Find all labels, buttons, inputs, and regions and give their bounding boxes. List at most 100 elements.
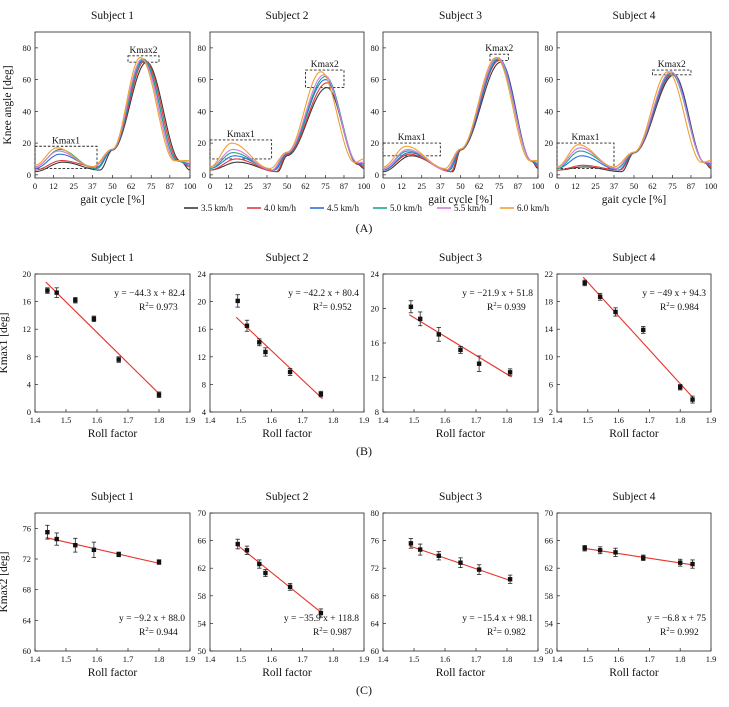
r-squared-exponent: 2: [493, 626, 496, 633]
y-tick-label: 60: [23, 75, 32, 85]
y-tick-label: 18: [545, 297, 554, 307]
legend-label: 3.5 km/h: [201, 203, 234, 213]
data-point: [476, 361, 482, 366]
x-tick-label: 25: [591, 181, 600, 191]
y-tick-label: 58: [198, 591, 207, 601]
x-tick-label: 100: [358, 181, 371, 191]
x-tick-label: 1.8: [675, 415, 686, 425]
y-tick-label: 60: [198, 75, 207, 85]
y-tick-label: 22: [545, 269, 554, 279]
chart-title: Subject 1: [91, 10, 134, 22]
x-tick-label: 1.6: [613, 654, 624, 664]
y-tick-label: 0: [375, 170, 379, 180]
y-tick-label: 62: [545, 563, 554, 573]
x-tick-label: 75: [495, 181, 504, 191]
data-point: [597, 548, 603, 553]
r-squared-value: = 0.992: [670, 628, 699, 638]
series-line: [382, 56, 539, 170]
data-point: [45, 529, 50, 535]
chart-title: Subject 3: [439, 252, 482, 264]
speed-legend: 3.5 km/h 4.0 km/h 4.5 km/h 5.0 km/h 5.5 km/h…: [184, 203, 550, 213]
data-point: [641, 327, 646, 333]
kmax1-box: [556, 142, 615, 169]
chart-a3: Subject 3 0 12 25 37 50 62 75 87 100 0 20 40 60 80 gait…: [371, 10, 545, 206]
x-tick-label: 1.5: [409, 415, 420, 425]
chart-title: Subject 4: [612, 10, 655, 22]
data-point: [156, 392, 162, 397]
data-point: [73, 543, 78, 548]
regression-line: [235, 543, 323, 614]
data-point: [418, 316, 423, 322]
y-tick-label: 8: [202, 379, 206, 389]
y-tick-label: 80: [371, 43, 380, 53]
x-tick-label: 1.7: [123, 415, 134, 425]
series-line: [556, 74, 712, 173]
data-point: [116, 357, 121, 362]
legend-label: 5.0 km/h: [390, 203, 423, 213]
plot-frame: [382, 512, 539, 652]
y-tick-label: 16: [198, 324, 207, 334]
x-tick-label: 62: [301, 181, 310, 191]
y-tick-label: 4: [27, 379, 32, 389]
series-line: [209, 71, 365, 170]
r-squared-value: = 0.944: [149, 628, 178, 638]
chart-b3: Subject 3 1.4 1.5 1.6 1.7 1.8 1.9 8 12 16 20 24 Roll…: [371, 252, 544, 440]
chart-title: Subject 2: [265, 491, 308, 503]
equation-label: y = −9.2 x + 88.0: [119, 614, 185, 624]
x-axis-label: Roll factor: [436, 667, 486, 679]
x-tick-label: 1.8: [502, 654, 513, 664]
chart-a4: Subject 4 0 12 25 37 50 62 75 87 100 0 20 40 60 80 gait…: [545, 10, 718, 206]
r-squared-value: = 0.987: [323, 628, 352, 638]
data-point: [507, 577, 513, 582]
x-tick-label: 12: [571, 181, 580, 191]
x-tick-label: 87: [687, 181, 696, 191]
r-squared-exponent: 2: [145, 626, 148, 633]
data-point: [116, 552, 121, 557]
data-point: [54, 290, 59, 295]
x-tick-label: 75: [147, 181, 156, 191]
y-tick-label: 14: [545, 324, 554, 334]
y-tick-label: 12: [198, 352, 207, 362]
data-point: [436, 553, 441, 558]
regression-line: [235, 316, 323, 400]
series-line: [34, 61, 191, 173]
plot-frame: [34, 273, 191, 413]
x-tick-label: 1.4: [205, 415, 216, 425]
data-point: [458, 347, 463, 353]
r-squared-value: = 0.984: [670, 303, 699, 313]
y-tick-label: 80: [371, 508, 380, 518]
kmax2-label: Kmax2: [130, 46, 158, 56]
series-line: [209, 79, 365, 171]
y-tick-label: 0: [27, 407, 31, 417]
x-tick-label: 1.5: [409, 654, 420, 664]
y-tick-label: 40: [545, 106, 554, 116]
series-line: [34, 59, 191, 171]
series-line: [209, 74, 365, 171]
x-tick-label: 1.4: [552, 415, 563, 425]
chart-title: Subject 1: [91, 491, 134, 503]
kmax1-label: Kmax1: [227, 130, 255, 140]
x-tick-label: 100: [705, 181, 718, 191]
x-tick-label: 62: [475, 181, 484, 191]
chart-title: Subject 4: [612, 491, 655, 503]
data-point: [582, 545, 587, 551]
x-tick-label: 1.7: [123, 654, 134, 664]
x-tick-label: 1.9: [533, 654, 544, 664]
kmax2-label: Kmax2: [658, 60, 686, 70]
series-line: [209, 82, 365, 173]
x-tick-label: 50: [456, 181, 465, 191]
x-tick-label: 1.4: [378, 654, 389, 664]
x-tick-label: 1.6: [440, 415, 451, 425]
data-point: [418, 547, 423, 552]
x-tick-label: 0: [381, 181, 385, 191]
r-squared-label: R2= 0.992: [660, 626, 699, 638]
data-point: [690, 561, 695, 567]
data-point: [318, 391, 324, 397]
kmax1-box: [382, 142, 441, 157]
x-tick-label: 1.7: [644, 654, 655, 664]
legend-label: 5.5 km/h: [454, 203, 487, 213]
data-point: [235, 541, 240, 547]
legend-label: 4.0 km/h: [264, 203, 297, 213]
x-tick-label: 1.4: [205, 654, 216, 664]
